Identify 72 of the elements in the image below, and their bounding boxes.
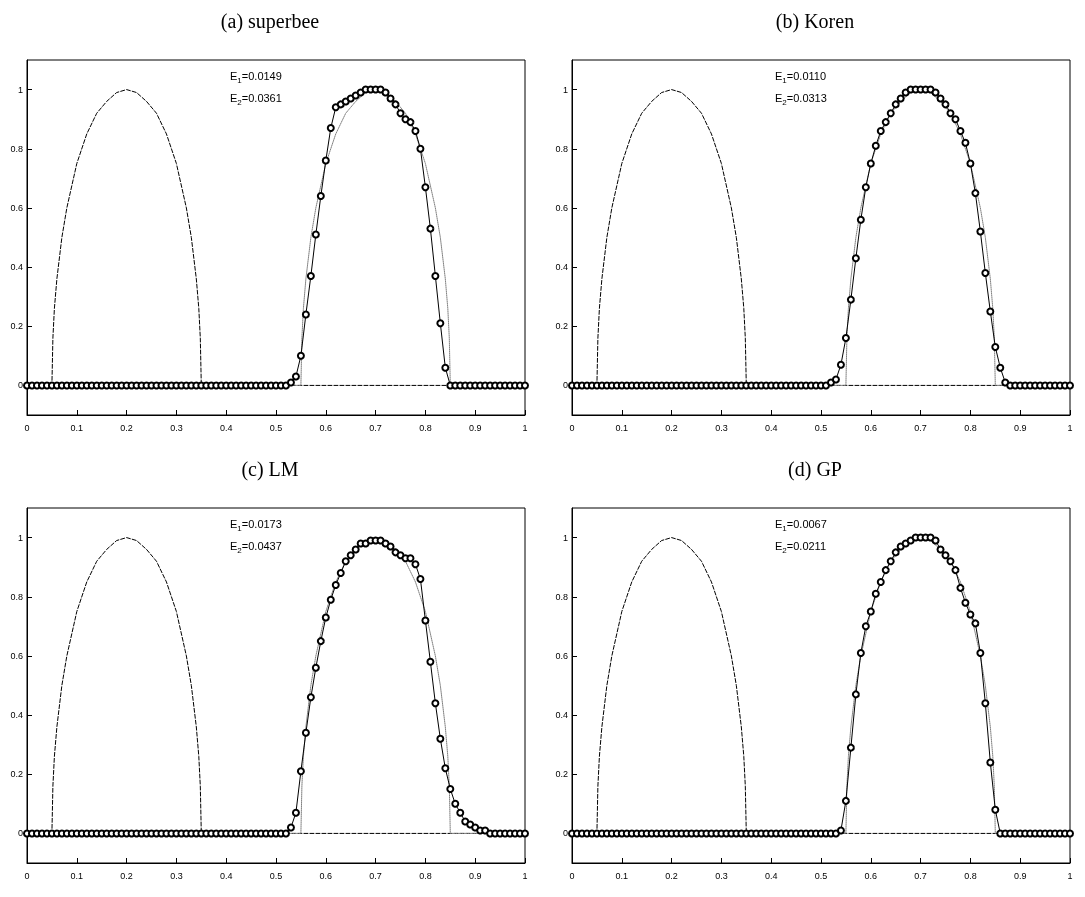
y-tick-label: 0.8 bbox=[10, 591, 23, 602]
y-tick-label: 0.4 bbox=[555, 710, 568, 721]
x-tick-label: 0.6 bbox=[319, 870, 333, 881]
x-tick-label: 0.1 bbox=[615, 870, 629, 881]
x-tick-label: 1 bbox=[1067, 870, 1073, 881]
x-tick-label: 0.7 bbox=[914, 422, 927, 433]
y-tick-label: 0.6 bbox=[555, 650, 568, 661]
y-tick-label: 0 bbox=[562, 380, 568, 391]
x-tick-label: 0.7 bbox=[369, 422, 382, 433]
chart-title: (d) GP bbox=[788, 458, 842, 481]
x-tick-label: 0.9 bbox=[1013, 422, 1027, 433]
x-tick-label: 0.3 bbox=[715, 870, 728, 881]
x-tick-label: 0 bbox=[569, 870, 575, 881]
x-tick-label: 0.2 bbox=[120, 870, 133, 881]
x-tick-label: 0.8 bbox=[419, 870, 432, 881]
x-tick-label: 1 bbox=[522, 870, 528, 881]
chart-title: (c) LM bbox=[241, 458, 299, 481]
y-tick-label: 0.6 bbox=[10, 650, 23, 661]
x-tick-label: 0.5 bbox=[814, 422, 828, 433]
y-tick-label: 0.2 bbox=[555, 321, 568, 332]
y-tick-label: 0.8 bbox=[555, 591, 568, 602]
x-tick-label: 1 bbox=[522, 422, 528, 433]
y-tick-label: 1 bbox=[562, 532, 568, 543]
x-tick-label: 0 bbox=[569, 422, 575, 433]
y-tick-label: 0.6 bbox=[555, 202, 568, 213]
x-tick-label: 0.1 bbox=[70, 422, 84, 433]
y-tick-label: 0 bbox=[562, 828, 568, 839]
x-tick-label: 0.2 bbox=[665, 422, 678, 433]
x-tick-label: 0.3 bbox=[170, 422, 183, 433]
x-tick-label: 0.3 bbox=[170, 870, 183, 881]
x-tick-label: 0.8 bbox=[964, 870, 977, 881]
y-tick-label: 0 bbox=[17, 380, 23, 391]
x-tick-label: 0.8 bbox=[964, 422, 977, 433]
x-tick-label: 0.7 bbox=[369, 870, 382, 881]
x-tick-label: 0.5 bbox=[814, 870, 828, 881]
x-tick-label: 0.2 bbox=[665, 870, 678, 881]
y-tick-label: 0 bbox=[17, 828, 23, 839]
x-tick-label: 0.9 bbox=[468, 422, 482, 433]
y-tick-label: 0.2 bbox=[10, 769, 23, 780]
x-tick-label: 0 bbox=[24, 422, 30, 433]
x-tick-label: 0.4 bbox=[219, 870, 233, 881]
y-tick-label: 0.4 bbox=[10, 262, 23, 273]
x-tick-label: 0.1 bbox=[70, 870, 84, 881]
y-tick-label: 0.2 bbox=[10, 321, 23, 332]
x-tick-label: 0 bbox=[24, 870, 30, 881]
y-tick-label: 1 bbox=[17, 84, 23, 95]
x-tick-label: 0.1 bbox=[615, 422, 629, 433]
x-tick-label: 0.6 bbox=[319, 422, 333, 433]
y-tick-label: 0.4 bbox=[10, 710, 23, 721]
x-tick-label: 0.4 bbox=[219, 422, 233, 433]
x-tick-label: 1 bbox=[1067, 422, 1073, 433]
x-tick-label: 0.6 bbox=[864, 422, 878, 433]
x-tick-label: 0.9 bbox=[1013, 870, 1027, 881]
y-tick-label: 0.8 bbox=[555, 143, 568, 154]
chart-title: (a) superbee bbox=[220, 10, 320, 33]
x-tick-label: 0.3 bbox=[715, 422, 728, 433]
x-tick-label: 0.4 bbox=[764, 870, 778, 881]
x-tick-label: 0.8 bbox=[419, 422, 432, 433]
x-tick-label: 0.6 bbox=[864, 870, 878, 881]
x-tick-label: 0.5 bbox=[269, 422, 283, 433]
chart-title: (b) Koren bbox=[775, 10, 855, 33]
x-tick-label: 0.4 bbox=[764, 422, 778, 433]
y-tick-label: 0.6 bbox=[10, 202, 23, 213]
x-tick-label: 0.5 bbox=[269, 870, 283, 881]
y-tick-label: 0.4 bbox=[555, 262, 568, 273]
y-tick-label: 1 bbox=[562, 84, 568, 95]
y-tick-label: 0.8 bbox=[10, 143, 23, 154]
x-tick-label: 0.7 bbox=[914, 870, 927, 881]
x-tick-label: 0.9 bbox=[468, 870, 482, 881]
x-tick-label: 0.2 bbox=[120, 422, 133, 433]
y-tick-label: 1 bbox=[17, 532, 23, 543]
y-tick-label: 0.2 bbox=[555, 769, 568, 780]
